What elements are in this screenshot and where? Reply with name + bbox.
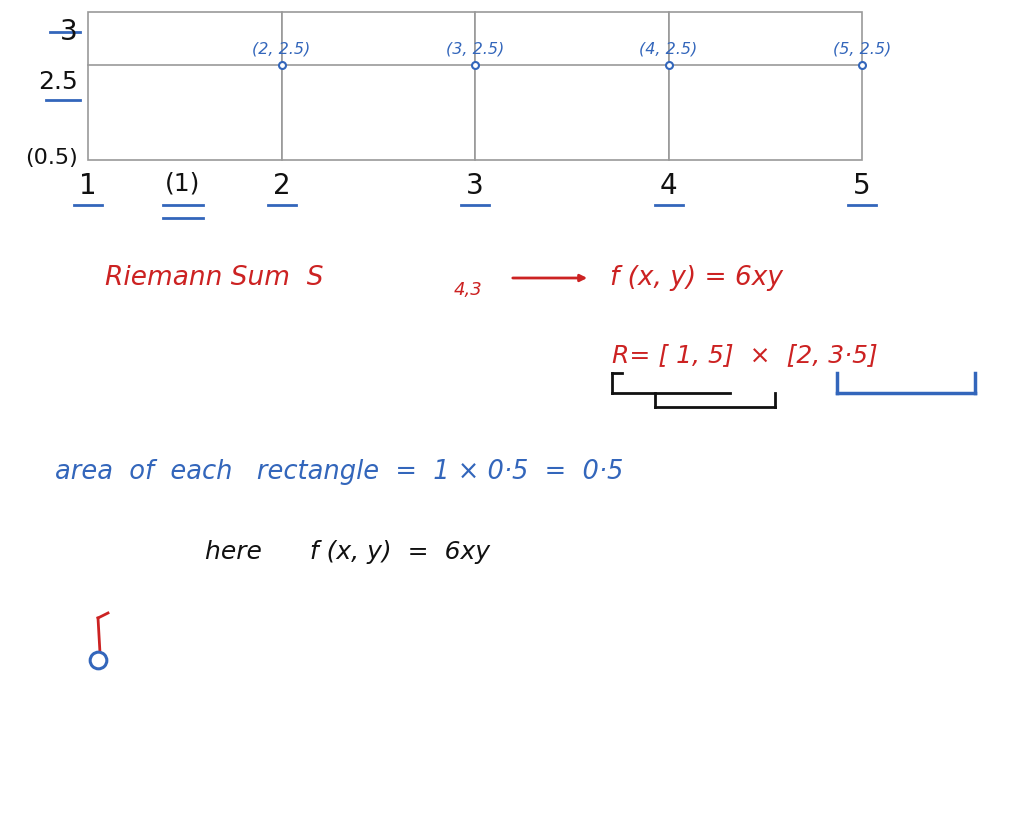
Text: 3: 3	[466, 172, 484, 200]
Text: here      f (x, y)  =  6xy: here f (x, y) = 6xy	[205, 540, 490, 564]
Text: 2: 2	[272, 172, 291, 200]
Text: (4, 2.5): (4, 2.5)	[639, 42, 697, 57]
Text: 2.5: 2.5	[38, 70, 78, 94]
Bar	[88, 12, 282, 160]
Text: (2, 2.5): (2, 2.5)	[252, 42, 310, 57]
Text: 3: 3	[60, 18, 78, 46]
Text: (0.5): (0.5)	[26, 148, 78, 168]
Bar	[475, 12, 669, 160]
Text: 4: 4	[659, 172, 677, 200]
Text: 4,3: 4,3	[454, 281, 482, 299]
Text: (3, 2.5): (3, 2.5)	[445, 42, 504, 57]
Text: (5, 2.5): (5, 2.5)	[833, 42, 891, 57]
Text: Riemann Sum  S: Riemann Sum S	[105, 265, 324, 291]
Text: f (x, y) = 6xy: f (x, y) = 6xy	[610, 265, 783, 291]
Text: area  of  each   rectangle  =  1 × 0·5  =  0·5: area of each rectangle = 1 × 0·5 = 0·5	[55, 459, 624, 485]
Bar	[669, 12, 862, 160]
Bar	[282, 12, 475, 160]
Text: 1: 1	[79, 172, 97, 200]
Text: R= [ 1, 5]  ×  [2, 3·5]: R= [ 1, 5] × [2, 3·5]	[612, 343, 878, 367]
Text: 5: 5	[853, 172, 870, 200]
Text: (1): (1)	[165, 172, 201, 196]
